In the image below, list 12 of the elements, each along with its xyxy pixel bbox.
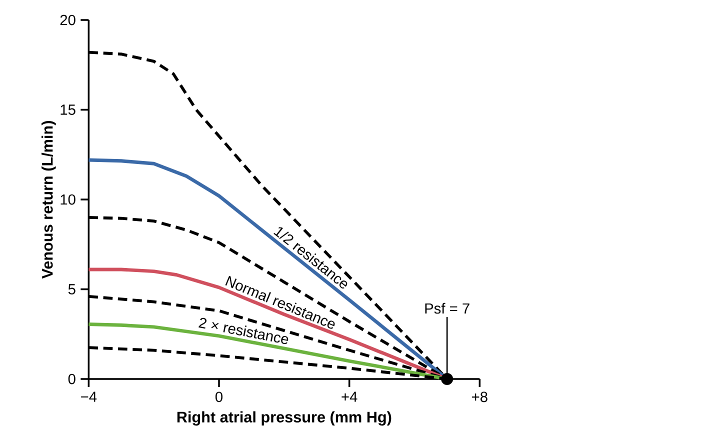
x-axis-title: Right atrial pressure (mm Hg) [177, 411, 392, 426]
x-tick-label: +8 [472, 392, 488, 402]
x-tick-label: 0 [215, 392, 222, 402]
x-tick-label: −4 [81, 392, 97, 402]
annotation: Psf = 7 [425, 302, 470, 314]
y-tick-label: 5 [68, 284, 76, 294]
y-tick-label: 20 [60, 14, 76, 26]
y-tick-label: 10 [60, 194, 76, 205]
x-tick-label: +4 [342, 392, 358, 402]
y-tick-label: 0 [68, 374, 76, 384]
y-axis-title: Venous return (L/min) [42, 121, 56, 279]
y-tick-label: 15 [60, 104, 76, 115]
